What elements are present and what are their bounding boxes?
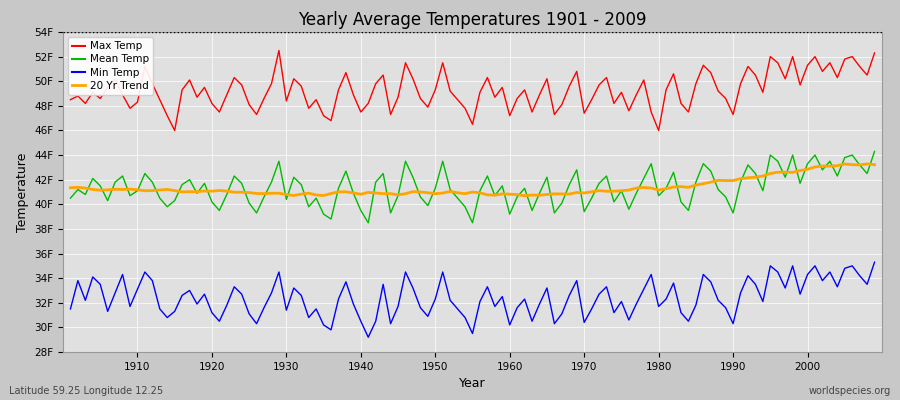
Y-axis label: Temperature: Temperature [15, 152, 29, 232]
Text: worldspecies.org: worldspecies.org [809, 386, 891, 396]
Text: Latitude 59.25 Longitude 12.25: Latitude 59.25 Longitude 12.25 [9, 386, 163, 396]
X-axis label: Year: Year [459, 377, 486, 390]
Title: Yearly Average Temperatures 1901 - 2009: Yearly Average Temperatures 1901 - 2009 [298, 11, 647, 29]
Legend: Max Temp, Mean Temp, Min Temp, 20 Yr Trend: Max Temp, Mean Temp, Min Temp, 20 Yr Tre… [68, 37, 153, 95]
